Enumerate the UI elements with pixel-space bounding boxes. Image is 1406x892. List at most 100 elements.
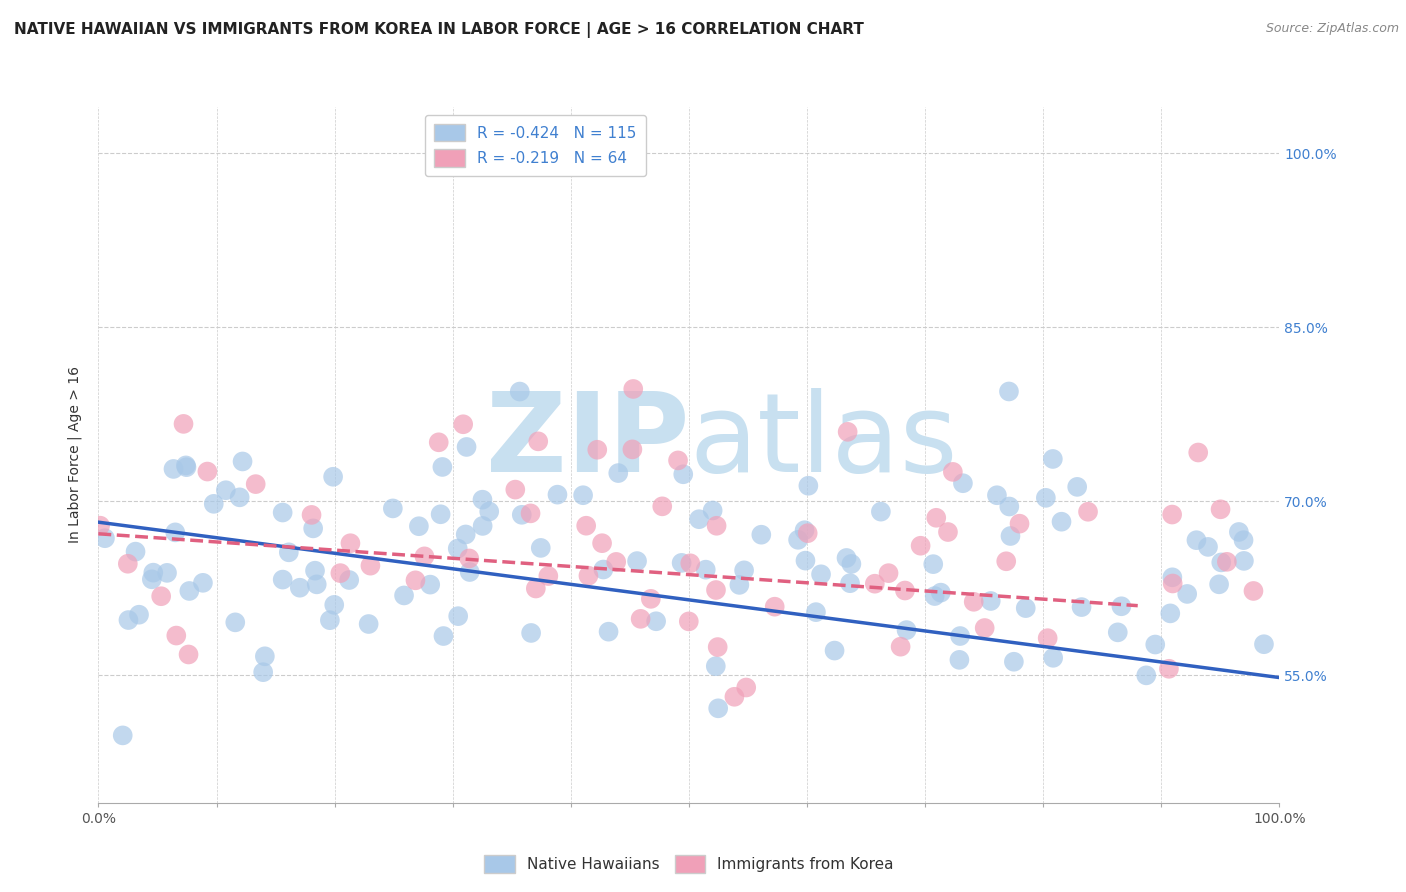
Point [973,621,995,635]
Point [1002,655,1025,669]
Point [1042,650,1064,665]
Point [304,564,326,578]
Point [735,681,758,695]
Point [578,568,600,582]
Point [763,599,786,614]
Point [447,541,470,556]
Point [925,510,948,524]
Point [357,617,380,632]
Point [165,629,187,643]
Point [1216,555,1239,569]
Point [995,554,1018,568]
Point [245,477,267,491]
Point [509,384,531,399]
Point [605,555,627,569]
Point [1187,445,1209,459]
Point [980,594,1002,608]
Point [723,690,745,704]
Point [124,544,146,558]
Point [863,576,886,591]
Point [174,458,197,473]
Point [949,629,972,643]
Point [704,582,727,597]
Point [1107,625,1129,640]
Point [111,728,134,742]
Point [173,417,195,431]
Point [471,519,494,533]
Point [998,384,1021,399]
Point [922,557,945,571]
Point [89,518,111,533]
Point [998,500,1021,514]
Point [810,567,832,582]
Point [447,609,470,624]
Point [1209,502,1232,516]
Point [117,613,139,627]
Point [322,469,344,483]
Point [432,629,454,643]
Point [592,562,614,576]
Point [894,583,917,598]
Point [1232,533,1254,548]
Point [1197,540,1219,554]
Point [451,417,474,432]
Point [252,665,274,680]
Point [1161,570,1184,584]
Point [672,467,695,482]
Point [702,503,724,517]
Point [679,556,702,570]
Point [728,578,751,592]
Point [419,577,441,591]
Point [165,525,187,540]
Point [1035,491,1057,505]
Point [408,519,430,533]
Point [1185,533,1208,548]
Point [793,523,815,537]
Point [621,382,644,396]
Point [302,521,325,535]
Point [787,533,810,547]
Point [271,506,294,520]
Point [837,425,859,439]
Point [224,615,246,630]
Point [176,460,198,475]
Point [427,435,450,450]
Point [458,551,481,566]
Point [796,526,818,541]
Point [1077,505,1099,519]
Point [319,613,342,627]
Point [1161,508,1184,522]
Point [520,626,543,640]
Point [537,569,560,583]
Point [1070,600,1092,615]
Point [478,504,501,518]
Point [392,589,415,603]
Point [527,434,550,449]
Point [963,595,986,609]
Point [177,648,200,662]
Point [519,507,541,521]
Point [510,508,533,522]
Point [706,640,728,654]
Point [228,491,250,505]
Point [630,612,652,626]
Point [381,501,404,516]
Point [429,508,451,522]
Point [271,573,294,587]
Point [621,442,644,457]
Point [706,518,728,533]
Point [301,508,323,522]
Point [288,581,311,595]
Point [117,557,139,571]
Point [94,531,117,545]
Point [1066,480,1088,494]
Point [141,572,163,586]
Point [794,554,817,568]
Point [666,453,689,467]
Point [910,539,932,553]
Text: NATIVE HAWAIIAN VS IMMIGRANTS FROM KOREA IN LABOR FORCE | AGE > 16 CORRELATION C: NATIVE HAWAIIAN VS IMMIGRANTS FROM KOREA… [14,22,863,38]
Point [232,454,254,468]
Point [651,500,673,514]
Point [215,483,238,498]
Point [524,582,547,596]
